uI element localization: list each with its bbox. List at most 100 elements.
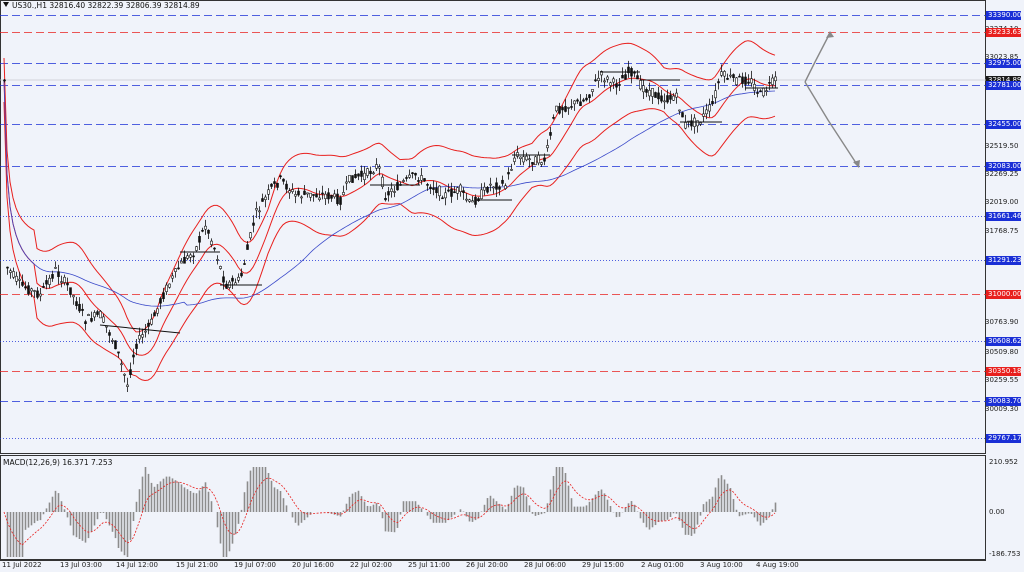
candle-body (102, 316, 105, 323)
candle-body (561, 107, 564, 111)
date-tick: 2 Aug 01:00 (641, 561, 684, 569)
candle-body (486, 186, 489, 193)
candle-body (171, 275, 174, 279)
level-lines (0, 15, 986, 439)
candle-body (354, 173, 357, 178)
candle-body (204, 225, 207, 230)
candle-body (201, 229, 204, 232)
candle-body (648, 89, 651, 97)
candle-body (276, 182, 279, 188)
candle-body (174, 268, 177, 272)
candle-body (105, 325, 108, 328)
candle-body (180, 260, 183, 264)
candle-body (459, 184, 462, 192)
candle-body (159, 298, 162, 304)
candle-body (270, 183, 273, 187)
candle-body (384, 197, 387, 201)
candle-body (696, 120, 699, 127)
candle-body (222, 276, 225, 283)
candle-body (474, 196, 477, 205)
candle-body (465, 198, 468, 201)
candle-body (192, 255, 195, 258)
candle-body (627, 66, 630, 74)
candle-body (420, 175, 423, 181)
candle-body (285, 183, 288, 190)
candle-body (750, 78, 753, 84)
projection-up (804, 32, 831, 83)
candle-body (177, 267, 180, 270)
dropdown-arrow-icon[interactable] (3, 2, 9, 7)
candle-body (669, 94, 672, 100)
level-tag: 32814.89 (986, 75, 1022, 85)
candle-body (456, 187, 459, 194)
candle-body (324, 193, 327, 199)
candle-body (18, 278, 21, 281)
candle-body (423, 178, 426, 182)
candle-body (651, 88, 654, 97)
candle-body (84, 321, 87, 324)
candle-body (69, 287, 72, 295)
date-tick: 29 Jul 15:00 (582, 561, 624, 569)
candle-body (36, 290, 39, 298)
candle-body (543, 157, 546, 162)
price-tick: 33023.85 (985, 53, 1019, 61)
candle-body (348, 174, 351, 183)
level-tag: 29767.17 (986, 433, 1022, 443)
candle-body (549, 132, 552, 136)
candle-body (213, 247, 216, 250)
candle-body (534, 156, 537, 166)
candle-body (615, 83, 618, 88)
date-tick: 4 Aug 19:00 (756, 561, 799, 569)
candle-body (162, 292, 165, 300)
candle-body (609, 82, 612, 86)
candle-body (510, 169, 513, 171)
candle-body (558, 106, 561, 114)
candle-body (639, 80, 642, 90)
candle-body (747, 81, 750, 84)
candle-body (552, 117, 555, 119)
pivot-line (99, 324, 181, 334)
candle-body (594, 79, 597, 82)
candle-body (21, 281, 24, 286)
candle-body (297, 190, 300, 196)
candle-body (339, 197, 342, 205)
candle-body (318, 197, 321, 200)
candle-body (591, 89, 594, 92)
date-tick: 19 Jul 07:00 (234, 561, 276, 569)
candle-body (303, 190, 306, 195)
price-tick: 30259.55 (985, 376, 1019, 384)
candle-body (765, 90, 768, 92)
candle-body (33, 290, 36, 292)
candle-body (717, 81, 720, 84)
bollinger-middle (3, 77, 775, 356)
candle-body (42, 286, 45, 288)
candle-body (225, 283, 228, 289)
candle-body (393, 191, 396, 193)
candle-body (291, 189, 294, 192)
candle-body (30, 288, 33, 292)
price-tick: 30763.90 (985, 318, 1019, 326)
level-tag: 30083.70 (986, 396, 1022, 406)
candle-body (312, 194, 315, 196)
main-pane-border (0, 0, 986, 454)
date-tick: 15 Jul 21:00 (176, 561, 218, 569)
candle-body (618, 84, 621, 86)
projection-down (804, 81, 859, 167)
date-tick: 13 Jul 03:00 (60, 561, 102, 569)
candle-body (636, 75, 639, 80)
macd-pane-border (0, 455, 986, 560)
level-tag: 32083.00 (986, 161, 1022, 171)
price-tick: 32519.50 (985, 142, 1019, 150)
candle-body (426, 184, 429, 186)
candle-body (186, 255, 189, 259)
candle-body (483, 186, 486, 191)
candle-body (762, 87, 765, 97)
projection-arrows (804, 31, 860, 168)
candle-body (246, 244, 249, 250)
candle-body (24, 286, 27, 289)
candle-body (723, 71, 726, 77)
price-tick: 30509.80 (985, 348, 1019, 356)
candle-body (447, 189, 450, 192)
candle-body (195, 246, 198, 251)
